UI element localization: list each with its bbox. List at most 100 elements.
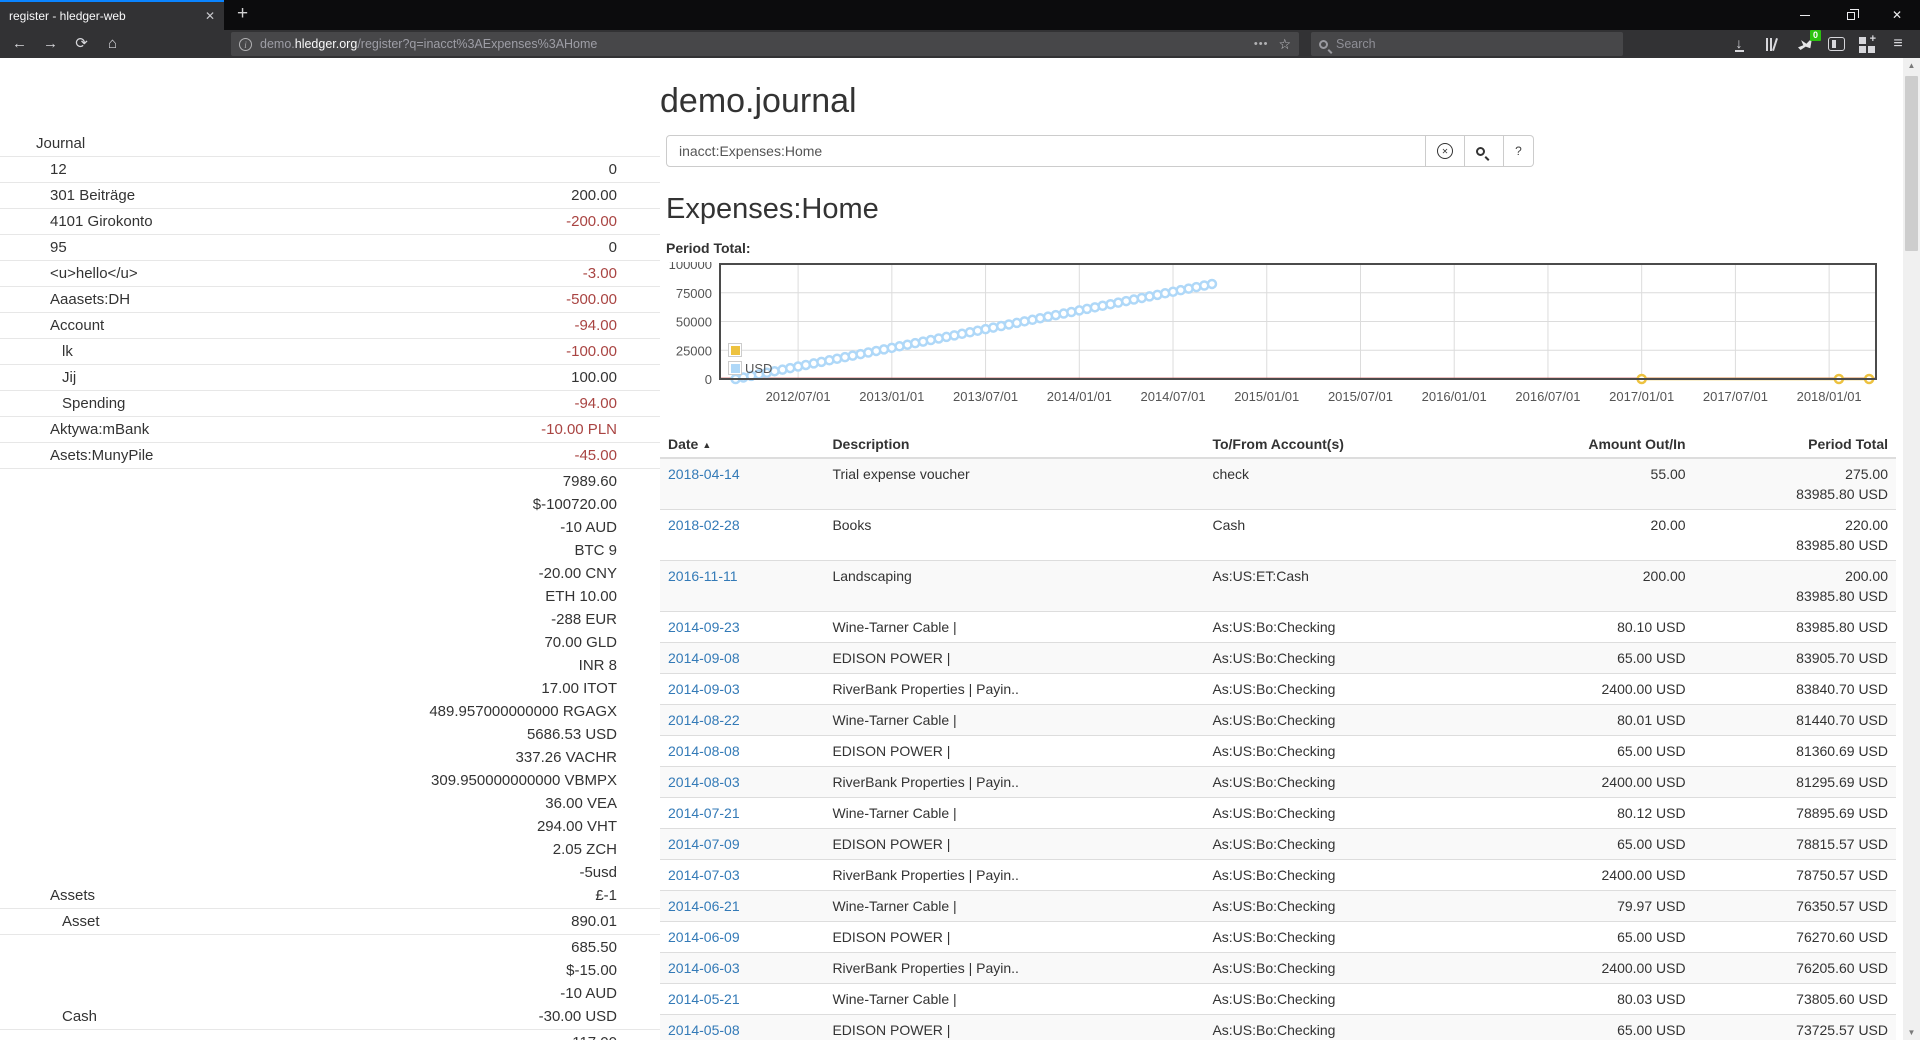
page-title: demo.journal [660, 82, 857, 120]
account-balance: -3.00 [582, 265, 617, 282]
transaction-date-link[interactable]: 2014-05-08 [668, 1022, 740, 1038]
transaction-date-link[interactable]: 2014-05-21 [668, 991, 740, 1007]
account-link[interactable]: Account [50, 317, 105, 334]
library-icon[interactable] [1762, 34, 1782, 54]
account-link[interactable]: Jij [62, 369, 77, 386]
url-bar[interactable]: i demo.hledger.org/register?q=inacct%3AE… [231, 32, 1299, 56]
sidebar-account-row[interactable]: 301 Beiträge 200.00 [0, 183, 660, 209]
transaction-date-link[interactable]: 2014-09-08 [668, 650, 740, 666]
window-restore-button[interactable] [1828, 0, 1874, 30]
svg-text:50000: 50000 [676, 315, 712, 330]
transaction-description: RiverBank Properties | Payin.. [824, 859, 1205, 891]
column-header-amount-out-in[interactable]: Amount Out/In [1481, 431, 1694, 459]
transaction-description: Books [824, 509, 1205, 561]
scroll-up-icon[interactable]: ▲ [1907, 61, 1916, 70]
home-button[interactable]: ⌂ [107, 35, 118, 52]
transaction-date-link[interactable]: 2014-07-21 [668, 805, 740, 821]
account-link[interactable]: Aaasets:DH [50, 291, 131, 308]
account-link[interactable]: 12 [50, 161, 67, 178]
query-input[interactable] [666, 135, 1426, 167]
tab-close-icon[interactable]: ✕ [204, 9, 215, 23]
column-header-description[interactable]: Description [824, 431, 1205, 459]
account-link[interactable]: Asset [62, 913, 100, 930]
period-total: 83985.80 USD [1693, 611, 1896, 643]
sidebar-account-row[interactable]: 12 0 [0, 157, 660, 183]
back-button[interactable]: ← [12, 35, 27, 52]
transaction-date-link[interactable]: 2016-11-11 [668, 568, 738, 584]
bookmark-star-icon[interactable]: ☆ [1278, 35, 1291, 52]
transaction-date-link[interactable]: 2014-08-03 [668, 774, 740, 790]
register-row: 2014-06-21 Wine-Tarner Cable | As:US:Bo:Ch… [660, 890, 1896, 922]
sidebar-account-row[interactable]: lk -100.00 [0, 339, 660, 365]
transaction-date-link[interactable]: 2014-06-21 [668, 898, 740, 914]
window-minimize-button[interactable] [1782, 0, 1828, 30]
account-link[interactable]: 301 Beiträge [50, 187, 136, 204]
transaction-date-link[interactable]: 2014-06-09 [668, 929, 740, 945]
transaction-date-link[interactable]: 2014-06-03 [668, 960, 740, 976]
account-balance: -45.00 [574, 447, 617, 464]
register-row: 2014-05-21 Wine-Tarner Cable | As:US:Bo:Ch… [660, 983, 1896, 1015]
sidebar-account-row[interactable]: Jij 100.00 [0, 365, 660, 391]
clear-query-button[interactable]: ✕ [1426, 135, 1465, 167]
period-total: 73725.57 USD [1693, 1014, 1896, 1040]
browser-tab[interactable]: register - hledger-web ✕ [0, 0, 224, 30]
column-header-to-from-account-s-[interactable]: To/From Account(s) [1204, 431, 1482, 459]
period-total: 81295.69 USD [1693, 766, 1896, 798]
account-link[interactable]: Aktywa:mBank [50, 421, 150, 438]
sidebar-account-row[interactable]: Assets 7989.60 $-100720.00 -10 AUD BTC 9 -20.… [0, 469, 660, 909]
sidebar-account-row[interactable]: Asset 890.01 [0, 909, 660, 935]
transaction-date-link[interactable]: 2018-04-14 [668, 466, 740, 482]
transaction-date-link[interactable]: 2018-02-28 [668, 517, 740, 533]
sidebar-account-row[interactable]: -117.00 [0, 1030, 660, 1040]
sidebar-account-row[interactable]: 95 0 [0, 235, 660, 261]
transaction-date-link[interactable]: 2014-09-23 [668, 619, 740, 635]
menu-icon[interactable]: ≡ [1893, 35, 1903, 52]
sidebar-account-row[interactable]: Journal [0, 131, 660, 157]
column-header-period-total[interactable]: Period Total [1693, 431, 1896, 459]
sidebar-account-row[interactable]: <u>hello</u> -3.00 [0, 261, 660, 287]
account-link[interactable]: 95 [50, 239, 67, 256]
transaction-description: Trial expense voucher [824, 458, 1205, 510]
site-info-icon[interactable]: i [239, 37, 252, 51]
sidebar-account-row[interactable]: Cash 685.50 $-15.00 -10 AUD -30.00 USD [0, 935, 660, 1030]
page-actions-icon[interactable]: ••• [1253, 38, 1269, 50]
reload-button[interactable]: ⟳ [75, 35, 88, 52]
browser-search-box[interactable]: Search [1311, 32, 1623, 56]
sidebar-account-row[interactable]: Aktywa:mBank -10.00 PLN [0, 417, 660, 443]
account-link[interactable]: Journal [36, 135, 86, 152]
register-row: 2018-04-14 Trial expense voucher check 55.0… [660, 458, 1896, 510]
transaction-date-link[interactable]: 2014-09-03 [668, 681, 740, 697]
account-link[interactable]: lk [62, 343, 73, 360]
scroll-down-icon[interactable]: ▼ [1907, 1028, 1916, 1037]
transaction-date-link[interactable]: 2014-07-09 [668, 836, 740, 852]
sidebar-account-row[interactable]: 4101 Girokonto -200.00 [0, 209, 660, 235]
account-link[interactable]: Cash [62, 1008, 98, 1025]
transaction-date-link[interactable]: 2014-07-03 [668, 867, 740, 883]
account-link[interactable]: 4101 Girokonto [50, 213, 153, 230]
column-header-date[interactable]: Date ▲ [660, 431, 825, 459]
new-tab-button[interactable]: + [237, 3, 249, 24]
account-link[interactable]: <u>hello</u> [50, 265, 138, 282]
extension-icon[interactable]: 0 [1795, 30, 1821, 54]
register-row: 2014-09-03 RiverBank Properties | Payin..… [660, 673, 1896, 705]
sidebar-account-row[interactable]: Account -94.00 [0, 313, 660, 339]
transaction-date-link[interactable]: 2014-08-08 [668, 743, 740, 759]
page-scrollbar[interactable]: ▲ ▼ [1903, 58, 1920, 1040]
search-button[interactable] [1465, 135, 1504, 167]
window-close-button[interactable]: ✕ [1891, 8, 1903, 22]
transaction-accounts: As:US:Bo:Checking [1204, 766, 1482, 798]
sidebar-account-row[interactable]: Aaasets:DH -500.00 [0, 287, 660, 313]
forward-button[interactable]: → [43, 35, 58, 52]
sidebar-toggle-icon[interactable] [1828, 37, 1845, 51]
downloads-icon[interactable]: ↓ [1734, 34, 1744, 52]
sidebar-account-row[interactable]: Asets:MunyPile -45.00 [0, 443, 660, 469]
account-link[interactable]: Assets [50, 887, 96, 904]
account-link[interactable]: Asets:MunyPile [50, 447, 154, 464]
transaction-date-link[interactable]: 2014-08-22 [668, 712, 740, 728]
transaction-description: Wine-Tarner Cable | [824, 797, 1205, 829]
sidebar-account-row[interactable]: Spending -94.00 [0, 391, 660, 417]
help-button[interactable]: ? [1504, 135, 1534, 167]
tiles-icon[interactable]: + [1858, 33, 1876, 53]
account-link[interactable]: Spending [62, 395, 126, 412]
scrollbar-thumb[interactable] [1905, 76, 1918, 251]
